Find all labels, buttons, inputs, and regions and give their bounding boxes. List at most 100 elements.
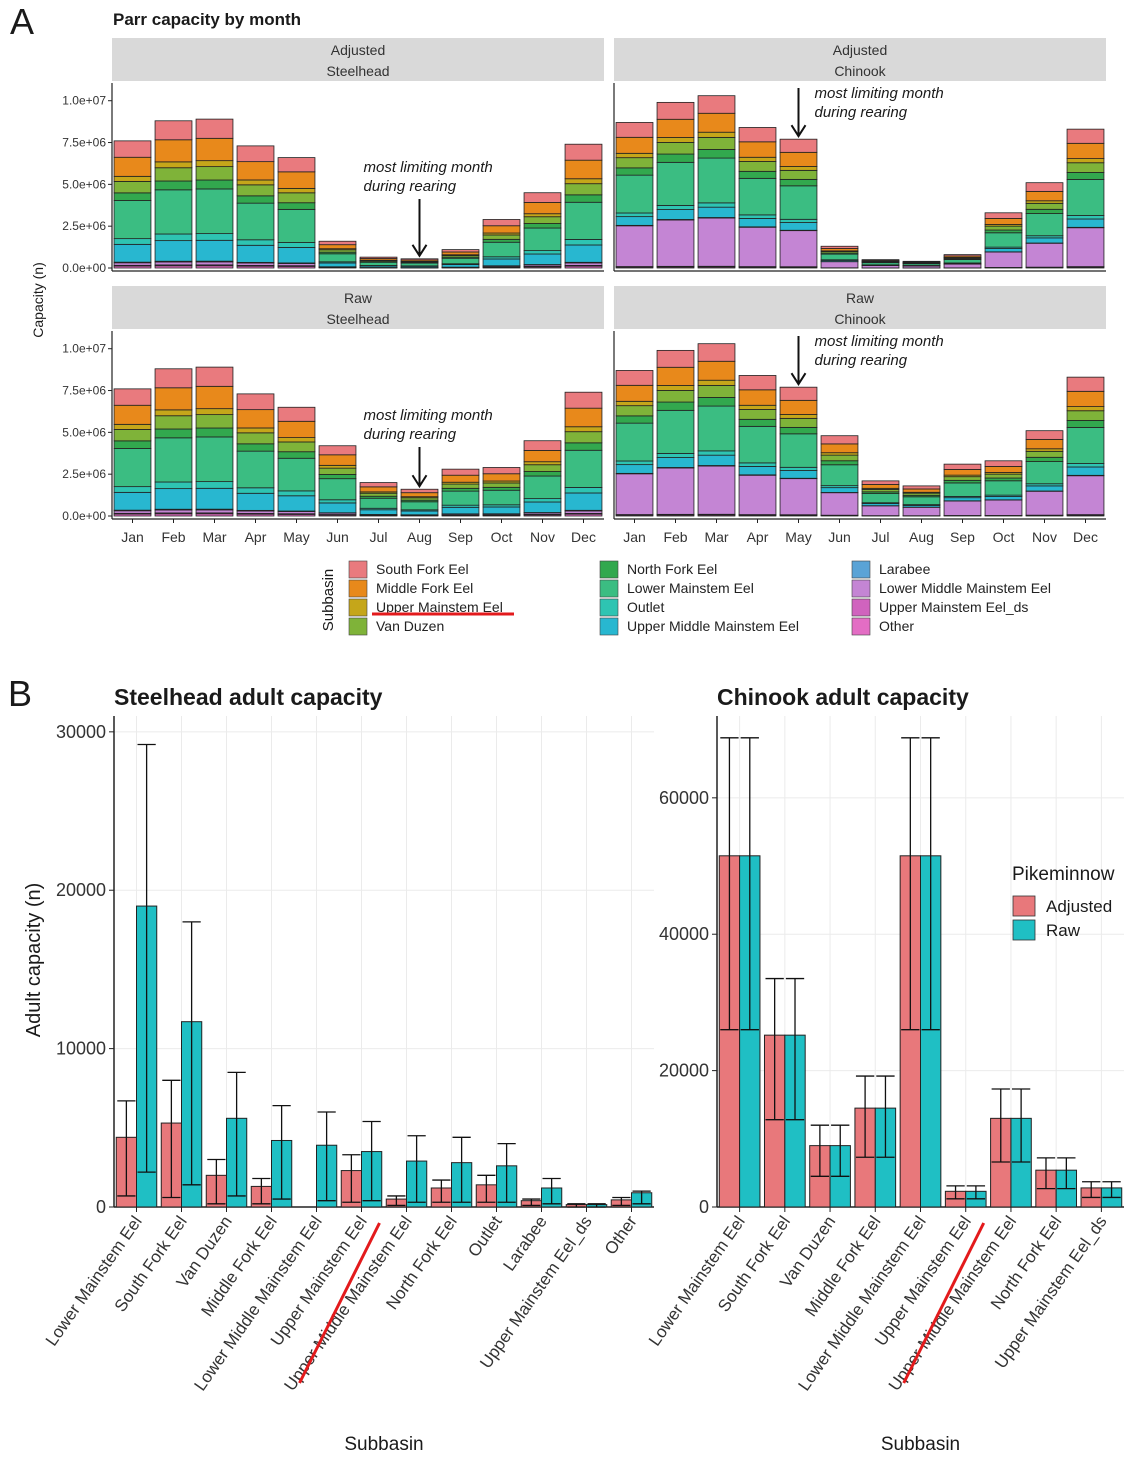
annotation-most-limiting-line1: most limiting month <box>364 159 493 176</box>
x-tick-label: Other <box>601 1212 641 1258</box>
parr-bar-segment <box>657 385 694 390</box>
parr-bar-segment <box>524 193 561 203</box>
parr-bar-segment <box>319 446 356 455</box>
parr-bar-segment <box>698 344 735 362</box>
parr-bar-segment <box>739 178 776 215</box>
parr-bar-segment <box>1026 183 1063 192</box>
parr-bar-segment <box>1026 238 1063 243</box>
parr-bar-segment <box>1026 439 1063 448</box>
parr-bar-segment <box>237 162 274 180</box>
facet-strip-label-line1: Raw <box>846 290 875 306</box>
parr-bar-segment <box>780 479 817 515</box>
parr-legend-label: Lower Middle Mainstem Eel <box>879 580 1051 596</box>
parr-bar-segment <box>1067 476 1104 515</box>
parr-bar-segment <box>1026 209 1063 213</box>
parr-bar-segment <box>1067 407 1104 411</box>
parr-bar-segment <box>483 226 520 233</box>
panel-label-b: B <box>8 673 32 714</box>
parr-legend-swatch <box>349 599 367 616</box>
parr-bar-segment <box>319 254 356 262</box>
parr-legend-swatch <box>852 618 870 635</box>
parr-bar-segment <box>196 482 233 489</box>
pikeminnow-legend-label: Adjusted <box>1046 897 1112 916</box>
parr-bar-segment <box>278 438 315 442</box>
x-tick-label: Feb <box>161 529 185 545</box>
parr-bar-segment <box>1067 411 1104 421</box>
parr-bar-segment <box>698 158 735 203</box>
parr-bar-segment <box>1026 203 1063 209</box>
parr-bar-segment <box>360 493 397 496</box>
x-tick-label: Jul <box>872 529 890 545</box>
y-tick-label: 0 <box>699 1197 709 1217</box>
parr-bar-segment <box>114 441 151 449</box>
parr-bar-segment <box>114 492 151 510</box>
parr-bar-segment <box>524 251 561 254</box>
parr-legend-swatch <box>349 580 367 597</box>
parr-bar-segment <box>155 121 192 140</box>
parr-bar-segment <box>780 186 817 219</box>
parr-bar-segment <box>739 127 776 141</box>
y-tick-label: 40000 <box>659 924 709 944</box>
parr-bar-segment <box>524 462 561 465</box>
y-tick-label: 20000 <box>56 880 106 900</box>
parr-bar-segment <box>565 239 602 245</box>
parr-bar-segment <box>155 140 192 162</box>
x-tick-label: Jan <box>623 529 646 545</box>
parr-bar-segment <box>442 258 479 264</box>
parr-bar-segment <box>780 400 817 414</box>
parr-bar-segment <box>196 488 233 509</box>
parr-bar-segment <box>903 261 940 262</box>
facet-strip-label-line2: Steelhead <box>326 311 389 327</box>
annotation-most-limiting-line2: during rearing <box>815 104 908 121</box>
parr-bar-segment <box>278 247 315 262</box>
parr-bar-segment <box>237 433 274 444</box>
parr-legend-label: Outlet <box>627 599 664 615</box>
parr-bar-segment <box>1067 467 1104 475</box>
parr-bar-segment <box>862 506 899 516</box>
parr-bar-segment <box>237 196 274 203</box>
parr-bar-segment <box>565 202 602 239</box>
x-tick-label: Jul <box>370 529 388 545</box>
parr-bar-segment <box>657 205 694 209</box>
parr-legend-label: Upper Middle Mainstem Eel <box>627 618 799 634</box>
parr-bar-segment <box>114 141 151 157</box>
annotation-most-limiting-line1: most limiting month <box>815 333 944 350</box>
parr-bar-segment <box>657 210 694 220</box>
parr-bar-segment <box>442 488 479 491</box>
parr-bar-segment <box>985 230 1022 233</box>
parr-bar-segment <box>442 491 479 505</box>
parr-bar-segment <box>319 503 356 513</box>
x-tick-label: Feb <box>663 529 687 545</box>
parr-bar-segment <box>780 414 817 418</box>
parr-bar-segment <box>739 375 776 389</box>
parr-bar-segment <box>657 458 694 468</box>
parr-bar-segment <box>155 429 192 438</box>
parr-bar-segment <box>985 226 1022 230</box>
parr-legend-label: South Fork Eel <box>376 561 469 577</box>
parr-bar-segment <box>319 468 356 474</box>
parr-bar-segment <box>565 443 602 450</box>
adult-x-axis-label: Subbasin <box>344 1434 423 1453</box>
x-tick-label: Apr <box>245 529 267 545</box>
y-tick-label: 5.0e+06 <box>62 177 106 191</box>
parr-bar-segment <box>1026 451 1063 457</box>
parr-bar-segment <box>565 184 602 195</box>
y-tick-label: 10000 <box>56 1039 106 1059</box>
parr-bar-segment <box>565 392 602 408</box>
parr-legend-label: North Fork Eel <box>627 561 717 577</box>
parr-bar-segment <box>739 475 776 514</box>
adult-x-axis-label: Subbasin <box>881 1434 960 1453</box>
y-tick-label: 0 <box>96 1197 106 1217</box>
parr-bar-segment <box>483 242 520 257</box>
parr-bar-segment <box>155 241 192 262</box>
parr-bar-segment <box>442 475 479 482</box>
adult-y-axis-label: Adult capacity (n) <box>23 883 45 1038</box>
facet-strip-label-line1: Adjusted <box>331 42 385 58</box>
parr-bar-segment <box>616 423 653 461</box>
parr-bar-segment <box>565 432 602 443</box>
annotation-most-limiting-line1: most limiting month <box>364 407 493 424</box>
parr-bar-segment <box>278 158 315 172</box>
parr-bar-segment <box>616 175 653 213</box>
parr-bar-segment <box>237 493 274 510</box>
